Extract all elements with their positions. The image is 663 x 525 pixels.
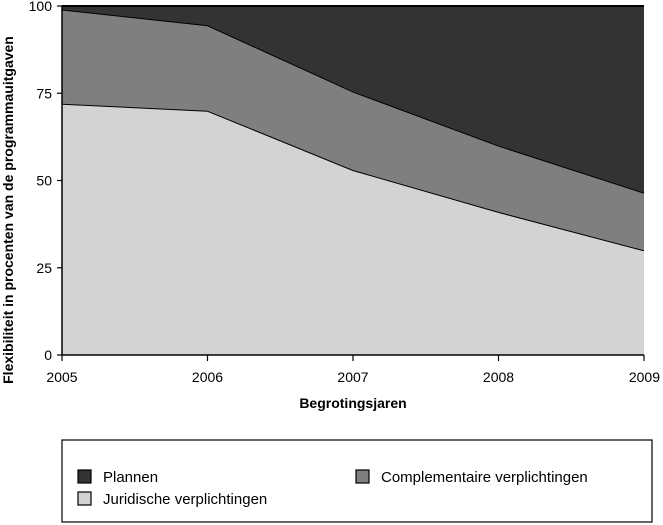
x-tick-label: 2007 <box>337 369 368 385</box>
legend: Plannen Complementaire verplichtingen Juri… <box>61 439 653 523</box>
axes: 0 25 50 75 100 2005 2006 2007 2008 2009 <box>29 0 661 385</box>
legend-label: Plannen <box>103 469 158 486</box>
y-axis-title: Flexibiliteit in procenten van de progra… <box>0 36 16 384</box>
x-tick-label: 2008 <box>483 369 514 385</box>
y-tick-label: 50 <box>36 173 52 189</box>
legend-swatch <box>77 469 92 484</box>
x-tick-label: 2006 <box>192 369 223 385</box>
plot-area <box>61 5 645 355</box>
legend-label: Juridische verplichtingen <box>103 491 267 508</box>
legend-swatch <box>77 491 92 506</box>
area-plannen <box>62 6 644 193</box>
area-juridische-verplichtingen <box>62 103 644 355</box>
x-axis-title: Begrotingsjaren <box>299 395 406 411</box>
y-tick-label: 25 <box>36 260 52 276</box>
legend-swatch <box>355 469 370 484</box>
area-complementaire-verplichtingen <box>62 9 644 251</box>
legend-label: Complementaire verplichtingen <box>381 469 588 486</box>
y-tick-label: 0 <box>44 347 52 363</box>
y-tick-label: 75 <box>36 85 52 101</box>
y-tick-label: 100 <box>29 0 53 14</box>
x-tick-label: 2009 <box>629 369 660 385</box>
x-tick-label: 2005 <box>46 369 77 385</box>
